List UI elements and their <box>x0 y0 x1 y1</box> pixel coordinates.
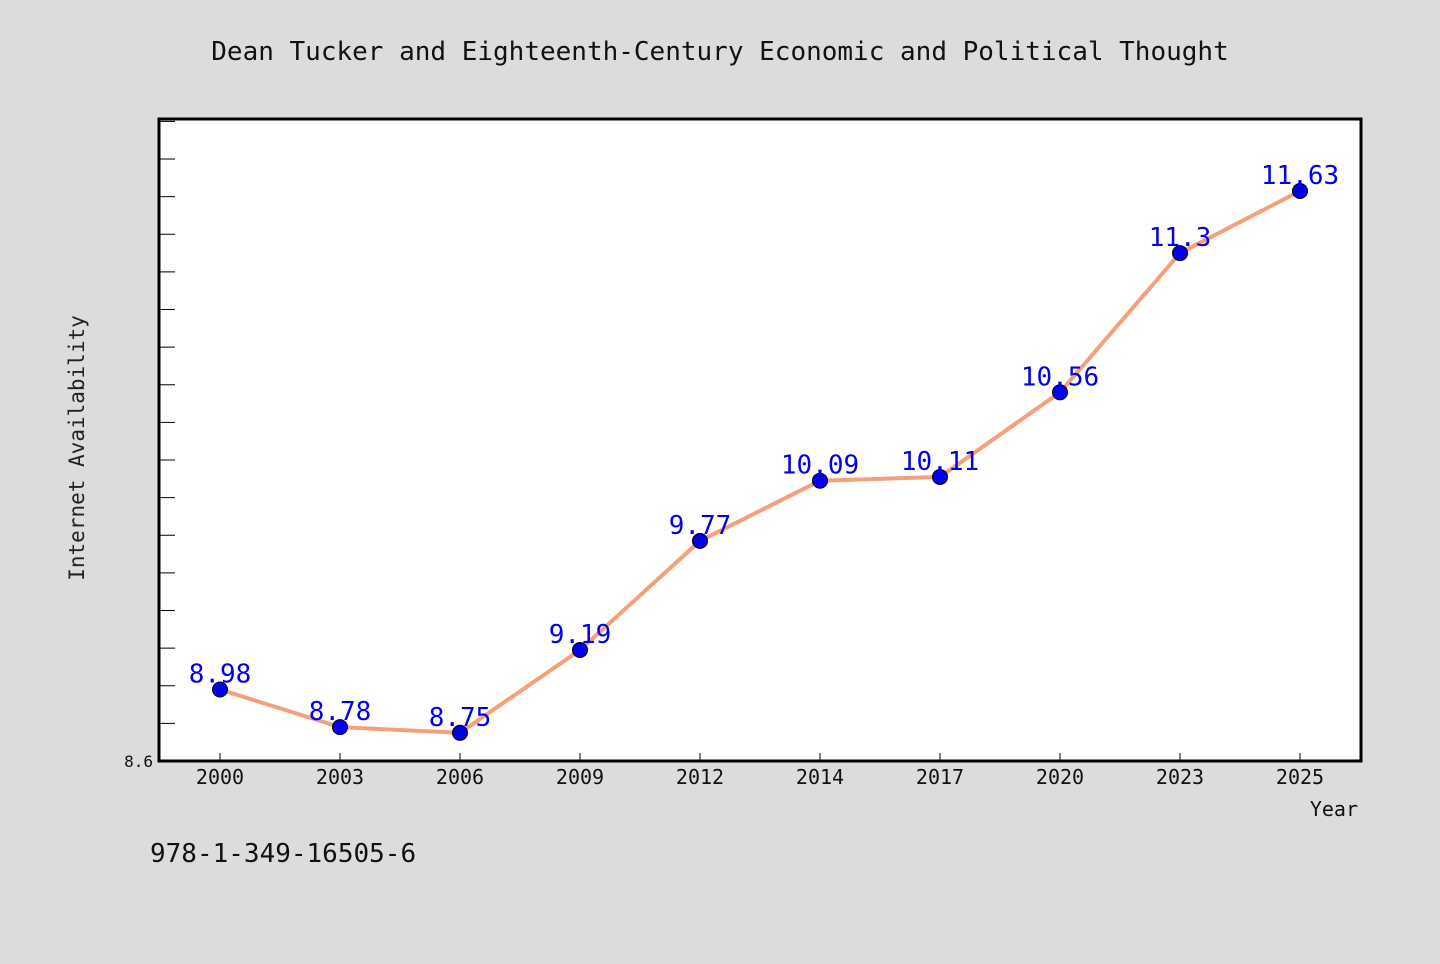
x-tick-label: 2012 <box>676 765 724 789</box>
y-axis-ticks: 8.6 <box>124 120 175 771</box>
x-axis: 2000 2003 2006 2009 2012 2014 2017 2020 2023 2025 <box>196 753 1324 789</box>
x-tick-label: 2006 <box>436 765 484 789</box>
data-label: 11.63 <box>1261 161 1339 191</box>
data-label: 8.78 <box>309 697 372 727</box>
x-tick-label: 2025 <box>1276 765 1324 789</box>
data-point <box>692 532 708 549</box>
data-label: 9.19 <box>549 620 612 650</box>
x-tick-label: 2020 <box>1036 765 1084 789</box>
isbn-text: 978-1-349-16505-6 <box>150 839 416 869</box>
data-label: 8.75 <box>429 703 492 733</box>
data-point <box>812 472 828 489</box>
series-line <box>219 189 1301 735</box>
data-point <box>1172 245 1188 262</box>
x-tick-label: 2017 <box>916 765 964 789</box>
data-label: 10.56 <box>1021 362 1099 392</box>
x-tick-label: 2023 <box>1156 765 1204 789</box>
data-label: 10.11 <box>901 447 979 477</box>
x-tick-label: 2014 <box>796 765 844 789</box>
data-label: 8.98 <box>189 660 252 690</box>
chart-title: Dean Tucker and Eighteenth-Century Econo… <box>211 37 1228 67</box>
y-axis-label: Internet Availability <box>65 315 89 581</box>
data-point <box>1292 183 1308 199</box>
data-point <box>932 468 948 485</box>
data-point <box>212 681 228 698</box>
data-label: 9.77 <box>669 511 732 541</box>
series-group: 8.98 8.78 8.75 9.19 9.77 10.09 10.11 10.56 11.3 1… <box>189 161 1339 741</box>
data-label: 10.09 <box>781 451 859 481</box>
data-point <box>572 642 588 659</box>
plot-area <box>157 117 1363 763</box>
x-tick-label: 2000 <box>196 765 244 789</box>
x-tick-label: 2009 <box>556 765 604 789</box>
x-axis-label: Year <box>1310 797 1358 821</box>
data-point <box>452 724 468 741</box>
x-tick-label: 2003 <box>316 765 364 789</box>
data-label: 11.3 <box>1149 223 1212 253</box>
data-point <box>332 719 348 736</box>
y-tick-label: 8.6 <box>124 752 153 771</box>
data-point <box>1052 384 1068 401</box>
